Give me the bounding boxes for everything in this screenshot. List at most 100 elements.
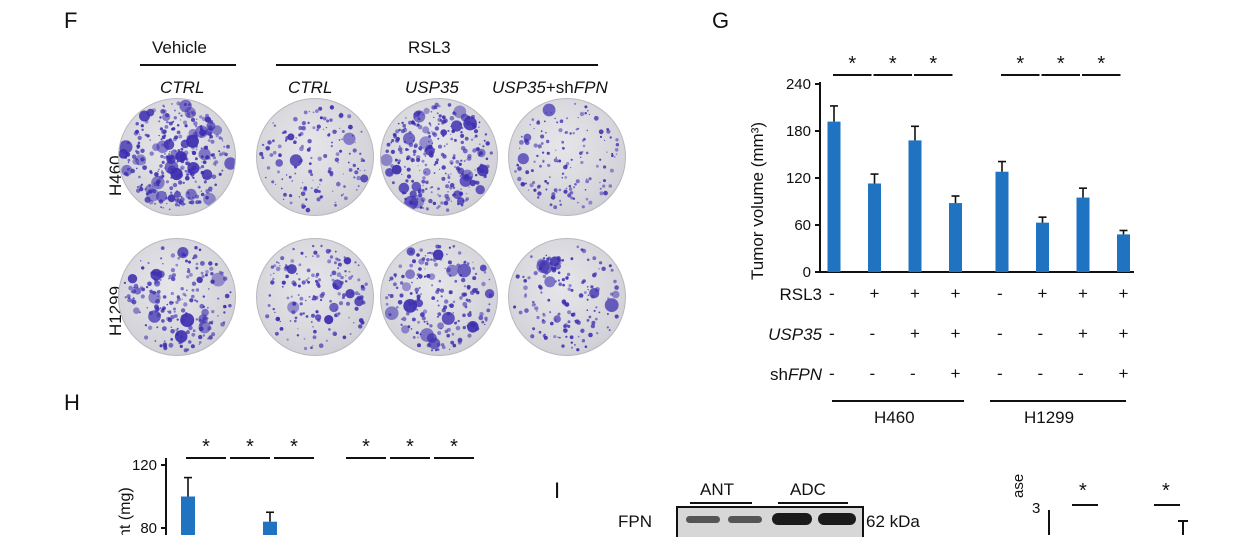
y-tick-label: 0 <box>803 264 811 281</box>
condition-cell: + <box>1078 324 1088 343</box>
bar <box>1036 222 1049 272</box>
condition-cell: + <box>1118 364 1129 383</box>
condition-cell: + <box>1118 284 1129 303</box>
western-blot <box>676 506 864 537</box>
condition-cell: - <box>829 324 835 343</box>
colony-dish-r1-c1 <box>118 98 236 216</box>
colony-dish-r1-c2 <box>256 98 374 216</box>
condition-cell: - <box>997 324 1003 343</box>
condition-cell: + <box>1078 284 1088 303</box>
group-label-vehicle: Vehicle <box>152 38 207 57</box>
condition-cell: - <box>910 364 916 383</box>
condition-cell: - <box>997 284 1003 303</box>
panel-label-h: H <box>64 390 80 415</box>
colony-dish-r2-c1 <box>118 238 236 356</box>
h-y-axis-label: nt (mg) <box>117 487 134 535</box>
condition-cell: - <box>997 364 1003 383</box>
bar <box>949 203 962 272</box>
significance-star: * <box>1016 53 1024 75</box>
group-label-h460: H460 <box>874 408 915 427</box>
significance-star: * <box>1097 53 1105 75</box>
h-significance-star: * <box>290 436 298 458</box>
bar <box>1076 197 1090 272</box>
colony-dish-r2-c2 <box>256 238 374 356</box>
column-label-ctrl-1: CTRL <box>160 78 205 97</box>
bar <box>908 140 922 272</box>
condition-cell: + <box>910 324 920 343</box>
significance-star: * <box>889 53 897 75</box>
condition-row-label: shFPN <box>770 365 822 384</box>
i-y-tick-3: 3 <box>1032 500 1041 517</box>
h-significance-star: * <box>450 436 458 458</box>
tumor-weight-chart-partial: nt (mg) 120 80 * * * * * * <box>117 436 474 535</box>
y-tick-label: 120 <box>786 170 811 187</box>
h-bar <box>181 496 195 535</box>
significance-star: * <box>929 53 937 75</box>
colony-dish-r2-c4 <box>508 238 626 356</box>
significance-star: * <box>848 53 856 75</box>
blot-band-adc-2 <box>818 513 856 525</box>
chart-y-axis-label: Tumor volume (mm³) <box>748 122 767 280</box>
h-significance-star: * <box>362 436 370 458</box>
condition-cell: + <box>950 364 961 383</box>
condition-cell: - <box>829 364 835 383</box>
bar <box>995 171 1009 272</box>
i-error-bar <box>1182 520 1184 535</box>
condition-cell: + <box>950 284 961 303</box>
group-line-h460 <box>832 400 964 402</box>
blot-band-label-fpn: FPN <box>618 512 652 531</box>
panel-label-i: I <box>554 478 561 503</box>
i-sig-line-2 <box>1154 504 1180 506</box>
group-line-vehicle <box>140 64 236 66</box>
tumor-volume-chart: Tumor volume (mm³) 0 60 120 180 240 * * * * * * <box>748 53 1134 281</box>
condition-cell: + <box>1037 284 1048 303</box>
blot-band-ant-2 <box>728 516 762 523</box>
blot-group-ant: ANT <box>700 480 734 499</box>
i-sig-line-1 <box>1072 504 1098 506</box>
condition-cell: - <box>1078 364 1084 383</box>
i-significance-2: * <box>1162 480 1170 502</box>
colony-dish-r2-c3 <box>380 238 498 356</box>
h-significance-star: * <box>246 436 254 458</box>
bar <box>827 121 841 272</box>
h-y-tick-label: 80 <box>140 520 157 535</box>
blot-line-adc <box>778 502 848 504</box>
condition-cell: + <box>950 324 961 343</box>
y-tick-label: 240 <box>786 76 811 93</box>
blot-band-ant-1 <box>686 516 720 523</box>
condition-cell: - <box>869 364 876 383</box>
group-line-h1299 <box>990 400 1126 402</box>
panel-label-f: F <box>64 8 78 33</box>
blot-kda-label: 62 kDa <box>866 512 920 531</box>
condition-row-label: RSL3 <box>779 285 822 304</box>
h-significance-star: * <box>406 436 414 458</box>
condition-cell: + <box>910 284 920 303</box>
condition-cell: - <box>1037 364 1044 383</box>
condition-cell: + <box>1118 324 1129 343</box>
blot-group-adc: ADC <box>790 480 826 499</box>
i-y-axis-label-partial: ase <box>1010 473 1027 498</box>
significance-star: * <box>1057 53 1065 75</box>
i-significance-1: * <box>1079 480 1087 502</box>
condition-row-label: USP35 <box>768 325 822 344</box>
panel-label-g: G <box>712 8 730 33</box>
i-y-axis <box>1048 510 1050 535</box>
condition-cell: - <box>869 324 876 343</box>
colony-dish-r1-c4 <box>508 98 626 216</box>
y-tick-label: 60 <box>794 217 811 234</box>
colony-dish-r1-c3 <box>380 98 498 216</box>
condition-cell: + <box>869 284 880 303</box>
group-line-rsl3 <box>276 64 598 66</box>
condition-cell: - <box>829 284 835 303</box>
column-label-ctrl-2: CTRL <box>288 78 333 97</box>
group-label-rsl3: RSL3 <box>408 38 451 57</box>
group-label-h1299: H1299 <box>1024 408 1075 427</box>
blot-line-ant <box>690 502 752 504</box>
column-label-usp35: USP35 <box>405 78 459 97</box>
bar <box>868 183 881 272</box>
h-significance-star: * <box>202 436 210 458</box>
h-y-tick-label: 120 <box>132 457 157 474</box>
h-bar <box>263 521 277 535</box>
column-label-usp35-shfpn: USP35+shFPN <box>492 78 608 97</box>
y-tick-label: 180 <box>786 123 811 140</box>
